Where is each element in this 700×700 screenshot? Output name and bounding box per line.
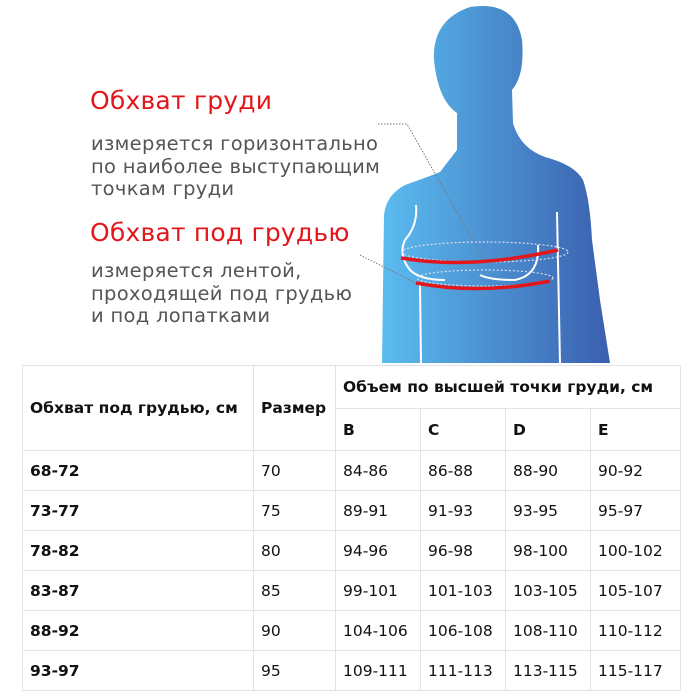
bust-value-cell: 96-98: [420, 530, 506, 571]
bust-value-cell: 109-111: [335, 650, 421, 691]
desc-line: и под лопатками: [91, 304, 271, 327]
underbust-cell: 88-92: [22, 610, 254, 651]
desc-line: по наиболее выступающим: [91, 154, 381, 178]
table-row: 68-72 70 84-86 86-88 88-90 90-92: [22, 450, 681, 491]
bust-value-cell: 95-97: [590, 490, 681, 531]
desc-line: измеряется лентой,: [91, 259, 302, 282]
bust-value-cell: 99-101: [335, 570, 421, 611]
bust-value-cell: 93-95: [505, 490, 591, 531]
underbust-cell: 78-82: [22, 530, 254, 571]
desc-line: измеряется горизонтально: [91, 132, 379, 155]
bust-value-cell: 90-92: [590, 450, 681, 491]
bust-value-cell: 110-112: [590, 610, 681, 651]
bust-value-cell: 91-93: [420, 490, 506, 531]
size-cell: 90: [253, 610, 336, 651]
bust-description: измеряется горизонтально по наиболее выс…: [91, 132, 381, 201]
table-row: 93-97 95 109-111 111-113 113-115 115-117: [22, 650, 681, 691]
bust-pointer: [378, 123, 485, 261]
size-cell: 75: [253, 490, 336, 531]
underbust-cell: 73-77: [22, 490, 254, 531]
underbust-guide: [416, 269, 554, 287]
table-row: 88-92 90 104-106 106-108 108-110 110-112: [22, 610, 681, 651]
bust-value-cell: 103-105: [505, 570, 591, 611]
bust-value-cell: 84-86: [335, 450, 421, 491]
bust-value-cell: 108-110: [505, 610, 591, 651]
cup-header: B: [335, 408, 421, 451]
bust-value-cell: 115-117: [590, 650, 681, 691]
bust-value-cell: 113-115: [505, 650, 591, 691]
mannequin-silhouette: [382, 5, 610, 363]
table-row: 83-87 85 99-101 101-103 103-105 105-107: [22, 570, 681, 611]
bust-value-cell: 105-107: [590, 570, 681, 611]
size-cell: 95: [253, 650, 336, 691]
header-bust: Объем по высшей точки груди, см: [335, 365, 681, 409]
table-row: 73-77 75 89-91 91-93 93-95 95-97: [22, 490, 681, 531]
header-size: Размер: [253, 365, 336, 451]
underbust-description: измеряется лентой, проходящей под грудью…: [91, 259, 353, 328]
size-cell: 80: [253, 530, 336, 571]
cup-header: C: [420, 408, 506, 451]
bust-value-cell: 104-106: [335, 610, 421, 651]
bust-tape: [400, 248, 559, 265]
bust-value-cell: 106-108: [420, 610, 506, 651]
bust-value-cell: 100-102: [590, 530, 681, 571]
cup-header: D: [505, 408, 591, 451]
size-cell: 70: [253, 450, 336, 491]
cup-header: E: [590, 408, 681, 451]
underbust-cell: 93-97: [22, 650, 254, 691]
desc-line: проходящей под грудью: [91, 281, 353, 305]
bust-value-cell: 86-88: [420, 450, 506, 491]
underbust-title: Обхват под грудью: [90, 218, 350, 247]
size-cell: 85: [253, 570, 336, 611]
table-row: 78-82 80 94-96 96-98 98-100 100-102: [22, 530, 681, 571]
bust-title: Обхват груди: [90, 86, 273, 115]
torso-outline: [401, 204, 561, 364]
underbust-cell: 83-87: [22, 570, 254, 611]
desc-line: точкам груди: [91, 177, 235, 200]
bust-value-cell: 111-113: [420, 650, 506, 691]
bust-value-cell: 89-91: [335, 490, 421, 531]
underbust-cell: 68-72: [22, 450, 254, 491]
bust-value-cell: 94-96: [335, 530, 421, 571]
bust-value-cell: 98-100: [505, 530, 591, 571]
size-table: Обхват под грудью, см Размер Объем по вы…: [22, 365, 681, 691]
bust-value-cell: 101-103: [420, 570, 506, 611]
header-underbust: Обхват под грудью, см: [22, 365, 254, 451]
mannequin-illustration: [359, 5, 610, 364]
underbust-pointer: [359, 254, 417, 284]
bust-value-cell: 88-90: [505, 450, 591, 491]
underbust-tape: [415, 279, 551, 291]
